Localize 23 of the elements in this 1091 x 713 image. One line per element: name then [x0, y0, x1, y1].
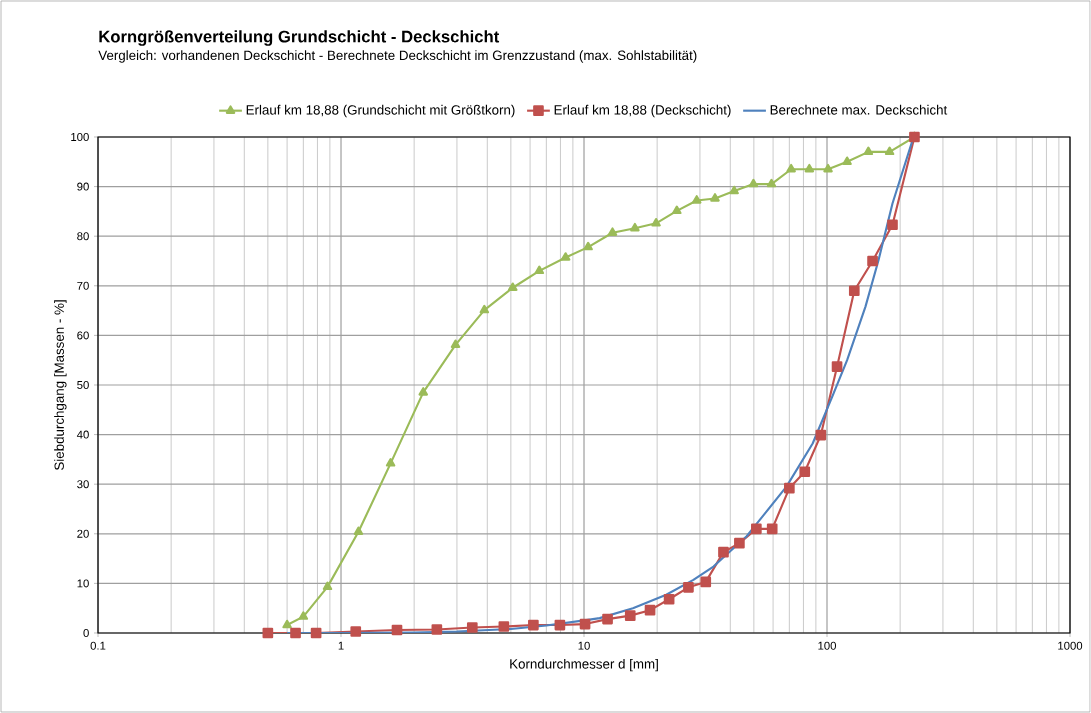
y-tick-label: 50 — [77, 380, 89, 389]
y-tick-label: 70 — [77, 281, 89, 290]
legend-label: Berechnete max. Deckschicht — [770, 104, 948, 115]
y-tick-label: 30 — [77, 480, 89, 489]
chart-title: Korngrößenverteilung Grundschicht - Deckschicht — [99, 30, 500, 46]
x-tick-label: 10 — [578, 641, 590, 650]
x-tick-label: 1 — [338, 641, 344, 650]
x-tick-label: 1000 — [1058, 641, 1083, 650]
legend-label: Erlauf km 18,88 (Deckschicht) — [554, 104, 731, 118]
y-tick-label: 10 — [77, 579, 89, 588]
y-tick-label: 80 — [77, 232, 89, 241]
y-tick-label: 90 — [77, 182, 89, 191]
chart-subtitle: Vergleich: vorhandenen Deckschicht - Berechnete Deckschicht im Grenzzustand (max. Sohlstabilität) — [98, 50, 697, 63]
legend-label: Erlauf km 18,88 (Grundschicht mit Größtkorn) — [246, 104, 515, 118]
x-axis-title: Korndurchmesser d [mm] — [510, 658, 658, 672]
x-tick-label: 100 — [818, 641, 837, 650]
y-tick-label: 40 — [76, 430, 89, 439]
x-tick-label: 0.1 — [90, 641, 106, 650]
y-tick-label: 60 — [77, 331, 89, 340]
y-axis-title: Siebdurchgang [Massen - %] — [54, 300, 67, 470]
y-tick-label: 100 — [71, 132, 89, 141]
y-tick-label: 20 — [77, 529, 89, 538]
y-tick-label: 0 — [83, 628, 89, 637]
